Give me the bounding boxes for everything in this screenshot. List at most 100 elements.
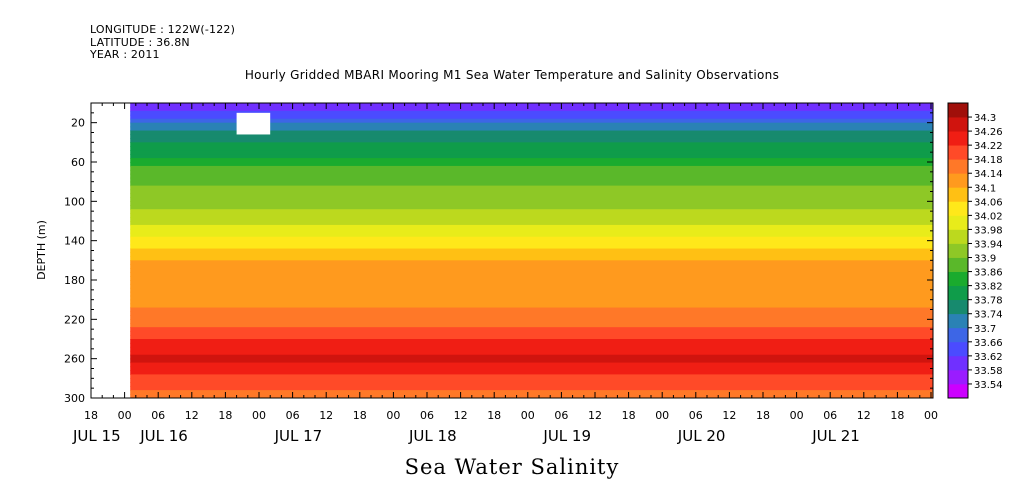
- colorbar-swatch: [948, 299, 968, 315]
- colorbar-label: 33.78: [974, 296, 1003, 307]
- x-tick-label: 12: [722, 409, 736, 422]
- colorbar-label: 34.26: [974, 127, 1003, 138]
- salinity-band: [130, 185, 933, 191]
- salinity-band: [130, 374, 933, 379]
- colorbar-label: 33.98: [974, 225, 1003, 236]
- colorbar-label: 33.94: [974, 239, 1003, 250]
- salinity-band: [130, 146, 933, 151]
- salinity-band: [130, 209, 933, 214]
- salinity-band: [130, 354, 933, 360]
- colorbar-swatch: [948, 369, 968, 385]
- colorbar-label: 33.54: [974, 380, 1003, 391]
- salinity-band: [130, 283, 933, 289]
- salinity-band: [130, 158, 933, 163]
- date-label: JUL 20: [677, 427, 726, 445]
- x-tick-label: 06: [151, 409, 165, 422]
- x-tick-label: 12: [185, 409, 199, 422]
- colorbar-label: 33.62: [974, 352, 1003, 363]
- variable-label: Sea Water Salinity: [404, 455, 620, 479]
- colorbar-swatch: [948, 313, 968, 329]
- salinity-band: [130, 134, 933, 139]
- x-tick-label: 18: [218, 409, 232, 422]
- colorbar-label: 34.14: [974, 169, 1003, 180]
- x-tick-label: 12: [588, 409, 602, 422]
- x-tick-label: 18: [84, 409, 98, 422]
- colorbar-label: 33.58: [974, 366, 1003, 377]
- colorbar-frame: [947, 102, 969, 399]
- colorbar-label: 34.3: [974, 113, 996, 124]
- colorbar-label: 34.02: [974, 211, 1003, 222]
- date-label: JUL 18: [408, 427, 457, 445]
- salinity-band: [130, 118, 933, 124]
- salinity-band: [130, 378, 933, 383]
- salinity-band: [130, 264, 933, 269]
- y-tick-label: 20: [71, 117, 85, 130]
- x-axis: 18 00 06 12 18 00 06 12 18 00 06 12 18 00 06 12 18 00 06 12…: [72, 103, 938, 445]
- salinity-band: [130, 201, 933, 206]
- salinity-band: [130, 154, 933, 159]
- x-tick-label: 12: [454, 409, 468, 422]
- salinity-band: [130, 189, 933, 195]
- y-tick-label: 300: [64, 392, 85, 405]
- salinity-band: [130, 386, 933, 391]
- salinity-band: [130, 181, 933, 187]
- salinity-band: [130, 240, 933, 246]
- x-tick-label: 18: [622, 409, 636, 422]
- colorbar-swatch: [948, 215, 968, 230]
- x-tick-label: 06: [823, 409, 837, 422]
- salinity-band: [130, 103, 933, 108]
- x-tick-label: 18: [353, 409, 367, 422]
- salinity-band: [130, 106, 933, 112]
- date-label: JUL 19: [542, 427, 591, 445]
- x-tick-label: 00: [790, 409, 804, 422]
- salinity-band: [130, 358, 933, 364]
- colorbar-swatch: [948, 271, 968, 287]
- x-tick-label: 06: [420, 409, 434, 422]
- colorbar-swatch: [948, 285, 968, 301]
- x-tick-label: 18: [890, 409, 904, 422]
- salinity-band: [130, 248, 933, 254]
- salinity-band: [130, 244, 933, 250]
- colorbar-label: 34.22: [974, 141, 1003, 152]
- salinity-band: [130, 291, 933, 297]
- date-label: JUL 15: [72, 427, 121, 445]
- colorbar-swatch: [948, 131, 968, 146]
- salinity-band: [130, 228, 933, 234]
- salinity-band: [130, 311, 933, 316]
- salinity-band: [130, 236, 933, 242]
- colorbar-swatch: [948, 229, 968, 244]
- colorbar-label: 33.74: [974, 310, 1003, 321]
- salinity-band: [130, 217, 933, 222]
- colorbar-label: 34.1: [974, 183, 996, 194]
- salinity-band: [130, 138, 933, 143]
- salinity-band: [130, 366, 933, 372]
- x-tick-label: 18: [756, 409, 770, 422]
- colorbar-swatch: [948, 355, 968, 371]
- longitude-label: LONGITUDE : 122W(-122): [90, 23, 236, 36]
- date-label: JUL 21: [811, 427, 860, 445]
- salinity-band: [130, 165, 933, 171]
- salinity-band: [130, 173, 933, 179]
- salinity-band: [130, 221, 933, 226]
- x-tick-label: 06: [554, 409, 568, 422]
- colorbar-swatch: [948, 159, 968, 174]
- colorbar-swatch: [948, 187, 968, 202]
- x-tick-label: 00: [252, 409, 266, 422]
- colorbar-swatch: [948, 243, 968, 258]
- colorbar-label: 33.82: [974, 282, 1003, 293]
- x-tick-label: 00: [655, 409, 669, 422]
- salinity-band: [130, 122, 933, 128]
- salinity-band: [130, 169, 933, 175]
- colorbar-swatch: [948, 341, 968, 357]
- x-tick-label: 06: [689, 409, 703, 422]
- salinity-band: [130, 339, 933, 344]
- colorbar-swatch: [948, 103, 968, 118]
- salinity-band: [130, 130, 933, 136]
- salinity-band: [130, 370, 933, 375]
- x-tick-label: 00: [924, 409, 938, 422]
- colorbar-swatch: [948, 257, 968, 272]
- salinity-band: [130, 276, 933, 281]
- x-tick-label: 12: [857, 409, 871, 422]
- salinity-band: [130, 303, 933, 309]
- salinity-band: [130, 307, 933, 313]
